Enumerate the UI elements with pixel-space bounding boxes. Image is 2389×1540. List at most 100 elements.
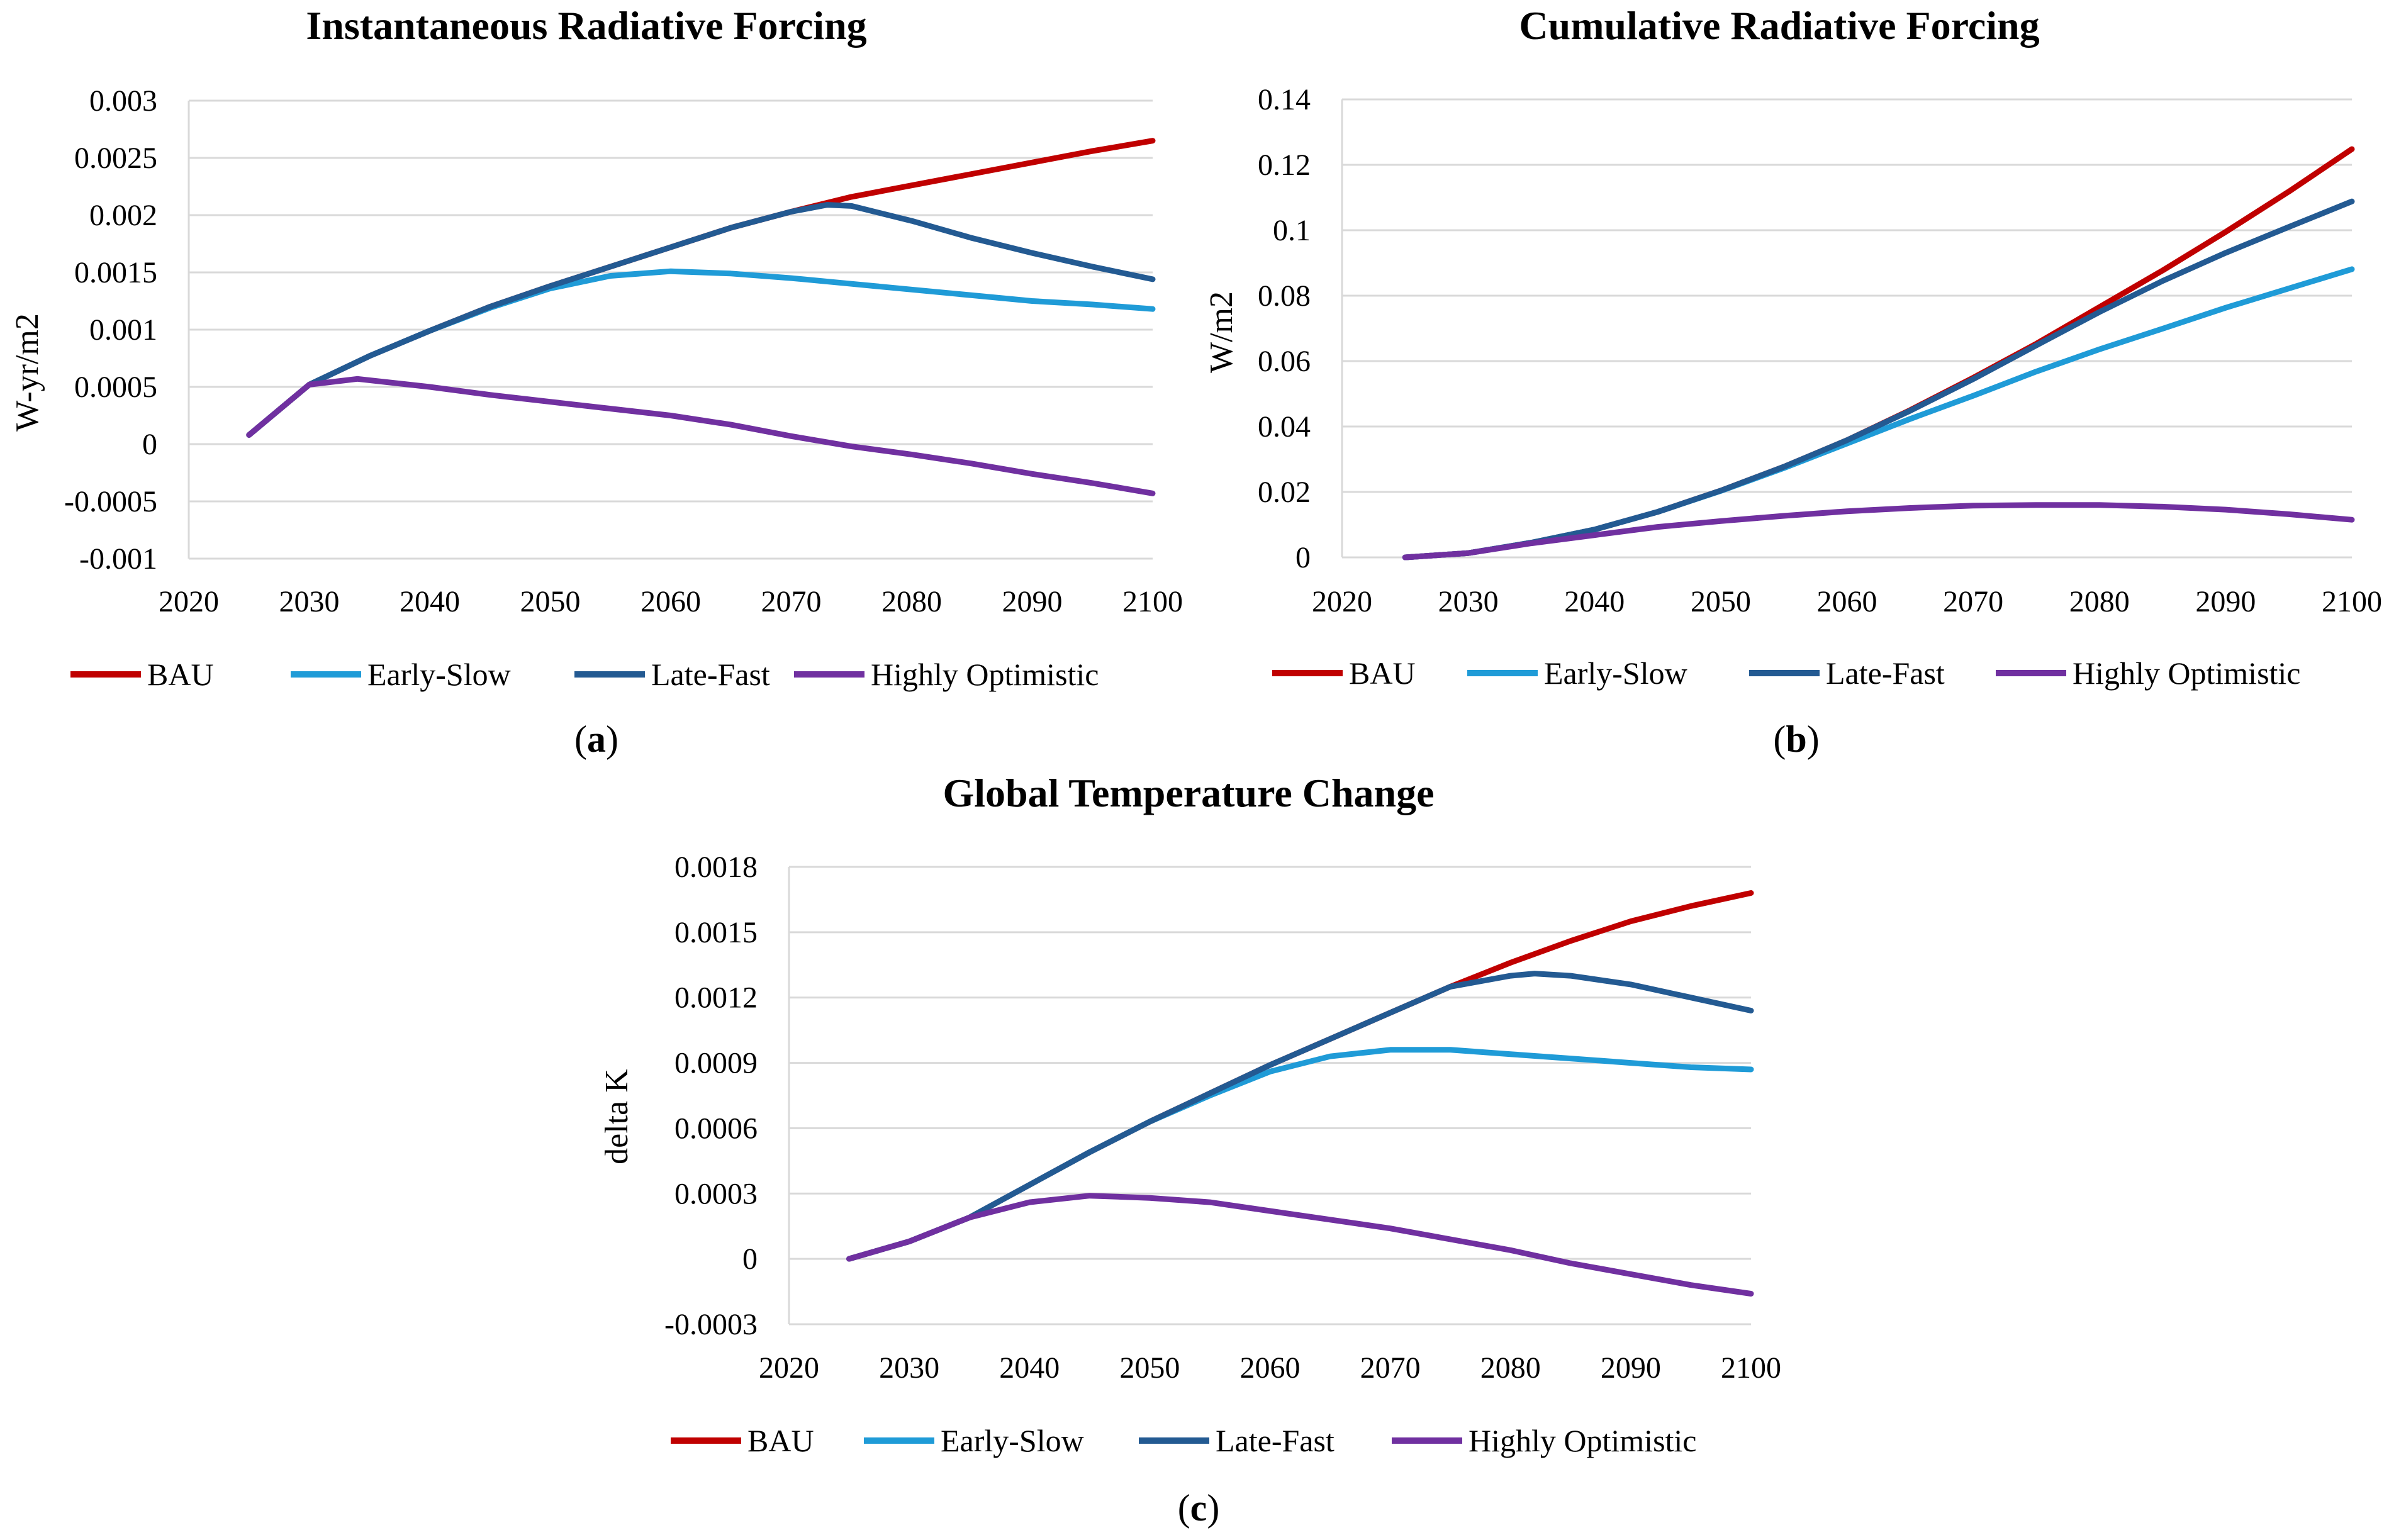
legend-label: Early-Slow — [367, 657, 511, 692]
legend-item: Highly Optimistic — [1996, 656, 2301, 691]
x-tick-label: 2040 — [1564, 585, 1625, 618]
y-tick-label: 0.0025 — [74, 142, 157, 175]
y-gridlines — [1341, 98, 2352, 559]
legend-label: BAU — [1349, 656, 1416, 691]
x-tick-label: 2020 — [1312, 585, 1372, 618]
x-tick-label: 2050 — [1119, 1351, 1180, 1385]
legend-label: BAU — [747, 1423, 814, 1458]
legend: BAU Early-Slow Late-Fast Highly Optimistic — [1272, 656, 2301, 691]
x-tick-label: 2020 — [759, 1351, 819, 1385]
x-tick-label: 2100 — [1721, 1351, 1781, 1385]
legend-label: Highly Optimistic — [871, 657, 1099, 692]
x-tick-label: 2070 — [761, 585, 822, 618]
legend-label: Late-Fast — [651, 657, 770, 692]
x-tick-label: 2090 — [2195, 585, 2256, 618]
series-lines — [1402, 146, 2355, 561]
y-axis-label: W-yr/m2 — [9, 313, 45, 432]
y-tick-label: -0.0005 — [64, 485, 157, 518]
y-tick-label: 0.0015 — [74, 256, 157, 289]
series-line-bau — [846, 890, 1754, 1262]
legend-label: Early-Slow — [1544, 656, 1687, 691]
series-line-bau — [1402, 146, 2355, 561]
x-tick-label: 2060 — [1240, 1351, 1301, 1385]
x-tick-label: 2100 — [1122, 585, 1183, 618]
series-line-late-fast — [1402, 198, 2355, 561]
legend-item: Late-Fast — [574, 657, 770, 692]
y-axis-label: delta K — [599, 1069, 635, 1164]
y-tick-labels: -0.001 -0.0005 0 0.0005 0.001 0.0015 0.002 0.00… — [64, 84, 157, 576]
y-gridlines — [788, 866, 1751, 1325]
y-tick-label: 0.001 — [89, 313, 157, 347]
series-line-late-fast — [846, 971, 1754, 1262]
caption-letter: c — [1190, 1487, 1207, 1529]
legend: BAU Early-Slow Late-Fast Highly Optimistic — [671, 1423, 1697, 1458]
x-tick-label: 2080 — [1480, 1351, 1541, 1385]
legend-item: BAU — [70, 657, 214, 692]
legend-label: Late-Fast — [1216, 1423, 1334, 1458]
x-tick-label: 2100 — [2322, 585, 2382, 618]
chart-title: Cumulative Radiative Forcing — [1519, 3, 2039, 48]
y-tick-label: 0.12 — [1258, 148, 1311, 182]
y-tick-label: 0.06 — [1258, 345, 1311, 378]
legend-item: Late-Fast — [1749, 656, 1945, 691]
panel-caption: (b) — [1773, 718, 1819, 760]
series-line-bau — [246, 138, 1156, 438]
y-tick-label: 0.0018 — [674, 851, 758, 884]
legend-label: BAU — [147, 657, 214, 692]
series-line-late-fast — [246, 202, 1156, 438]
x-tick-label: 2040 — [400, 585, 460, 618]
y-tick-label: 0.04 — [1258, 410, 1311, 444]
legend: BAU Early-Slow Late-Fast Highly Optimistic — [70, 657, 1099, 692]
legend-item: BAU — [671, 1423, 814, 1458]
panel-a-instantaneous-radiative-forcing: Instantaneous Radiative Forcing W-yr/m2 … — [9, 3, 1183, 760]
x-tick-label: 2050 — [1691, 585, 1751, 618]
panel-caption: (a) — [574, 718, 618, 760]
y-tick-label: 0.02 — [1258, 476, 1311, 509]
legend-item: Highly Optimistic — [794, 657, 1099, 692]
caption-letter: b — [1786, 718, 1806, 760]
x-tick-label: 2060 — [641, 585, 701, 618]
x-tick-labels: 2020 2030 2040 2050 2060 2070 2080 2090 2100 — [1312, 585, 2382, 618]
y-tick-labels: 0 0.02 0.04 0.06 0.08 0.1 0.12 0.14 — [1258, 83, 1311, 574]
y-tick-label: 0 — [1295, 541, 1311, 574]
series-line-highly-optimistic — [246, 376, 1156, 496]
x-tick-label: 2080 — [881, 585, 942, 618]
x-tick-label: 2090 — [1002, 585, 1063, 618]
y-tick-label: 0.0006 — [674, 1112, 758, 1145]
y-tick-label: 0.0015 — [674, 916, 758, 949]
x-tick-label: 2060 — [1817, 585, 1877, 618]
x-tick-label: 2070 — [1943, 585, 2003, 618]
legend-label: Early-Slow — [941, 1423, 1084, 1458]
legend-label: Late-Fast — [1826, 656, 1945, 691]
y-tick-label: 0.08 — [1258, 279, 1311, 313]
series-line-early-slow — [1402, 266, 2355, 561]
series-lines — [246, 138, 1156, 496]
caption-letter: a — [587, 718, 606, 760]
x-tick-label: 2030 — [879, 1351, 939, 1385]
legend-item: Early-Slow — [291, 657, 511, 692]
panel-caption: (c) — [1178, 1487, 1220, 1529]
legend-item: Early-Slow — [1467, 656, 1687, 691]
legend-item: BAU — [1272, 656, 1416, 691]
x-tick-label: 2020 — [159, 585, 219, 618]
series-line-highly-optimistic — [846, 1193, 1754, 1297]
y-tick-label: 0 — [742, 1242, 758, 1276]
series-line-highly-optimistic — [1402, 502, 2355, 561]
y-tick-label: 0.0003 — [674, 1177, 758, 1210]
legend-item: Highly Optimistic — [1392, 1423, 1697, 1458]
legend-item: Early-Slow — [864, 1423, 1084, 1458]
y-tick-label: 0.0009 — [674, 1047, 758, 1080]
y-tick-label: 0.0005 — [74, 371, 157, 404]
series-lines — [846, 890, 1754, 1297]
legend-item: Late-Fast — [1139, 1423, 1334, 1458]
legend-label: Highly Optimistic — [2073, 656, 2301, 691]
panel-c-global-temperature-change: Global Temperature Change delta K -0.000… — [599, 771, 1781, 1529]
chart-title: Instantaneous Radiative Forcing — [306, 3, 866, 48]
y-tick-label: 0 — [142, 428, 157, 461]
y-tick-label: 0.003 — [89, 84, 157, 118]
y-tick-label: 0.002 — [89, 199, 157, 232]
x-tick-label: 2080 — [2069, 585, 2130, 618]
y-tick-label: -0.001 — [79, 542, 157, 576]
y-axis-label: W/m2 — [1204, 291, 1239, 373]
